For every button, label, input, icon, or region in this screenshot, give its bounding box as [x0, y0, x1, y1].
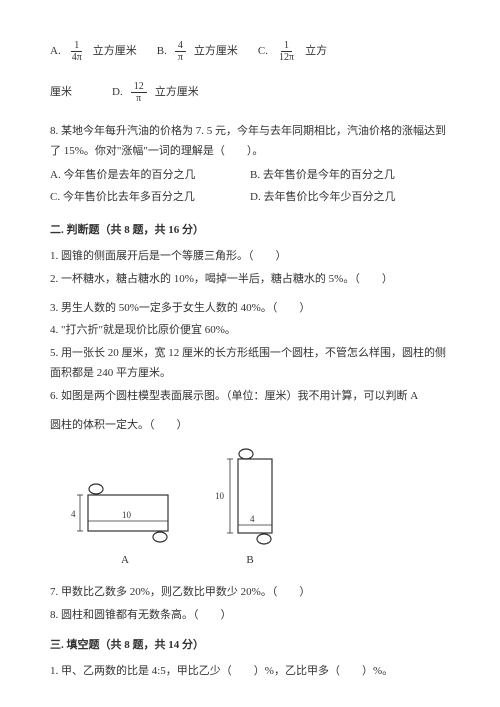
- figure-a-label: A: [121, 551, 129, 571]
- figB-height: 10: [215, 491, 225, 501]
- figure-a: 10 4 A: [70, 477, 180, 571]
- q7-opt-d-frac: 12 π: [131, 81, 147, 104]
- frac-num: 1: [71, 40, 82, 52]
- s2-q1: 1. 圆锥的侧面展开后是一个等腰三角形。（ ）: [50, 247, 450, 267]
- q7-options-row2: 厘米 D. 12 π 立方厘米: [50, 81, 450, 104]
- s2-q3: 3. 男生人数的 50%一定多于女生人数的 40%。（ ）: [50, 299, 450, 319]
- s3-q1: 1. 甲、乙两数的比是 4:5，甲比乙少（ ）%，乙比甲多（ ）%。: [50, 662, 450, 682]
- figA-height: 4: [71, 509, 76, 519]
- frac-num: 4: [175, 40, 186, 52]
- figB-width: 4: [250, 514, 255, 524]
- figure-b-svg: 10 4: [210, 447, 290, 547]
- q7-opt-d-label: D.: [112, 83, 123, 103]
- q7-line2-prefix: 厘米: [50, 83, 72, 103]
- q8-opt-b: B. 去年售价是今年的百分之几: [250, 166, 450, 186]
- q7-options-row1: A. 1 4π 立方厘米 B. 4 π 立方厘米 C. 1 12π 立方: [50, 40, 450, 63]
- q7-opt-d-unit: 立方厘米: [155, 83, 199, 103]
- frac-num: 12: [131, 81, 147, 93]
- figA-width: 10: [122, 510, 132, 520]
- q7-opt-b-label: B.: [157, 42, 167, 62]
- figure-area: 10 4 A 10 4 B: [70, 447, 450, 571]
- s2-q4: 4. "打六折"就是现价比原价便宜 60%。: [50, 321, 450, 341]
- section2-title: 二. 判断题（共 8 题，共 16 分）: [50, 221, 450, 241]
- q8-options: A. 今年售价是去年的百分之几 B. 去年售价是今年的百分之几 C. 今年售价比…: [50, 166, 450, 212]
- s2-q8: 8. 圆柱和圆锥都有无数条高。（ ）: [50, 606, 450, 626]
- s2-q5: 5. 用一张长 20 厘米，宽 12 厘米的长方形纸围一个圆柱，不管怎么样围，圆…: [50, 344, 450, 384]
- q8-opt-d: D. 去年售价比今年少百分之几: [250, 188, 450, 208]
- q7-opt-c-frac: 1 12π: [276, 40, 297, 63]
- q7-opt-b-frac: 4 π: [175, 40, 186, 63]
- s2-q6: 6. 如图是两个圆柱模型表面展示图。（单位：厘米）我不用计算，可以判断 A: [50, 387, 450, 407]
- figure-b: 10 4 B: [210, 447, 290, 571]
- frac-num: 1: [281, 40, 292, 52]
- s2-q7: 7. 甲数比乙数多 20%，则乙数比甲数少 20%。（ ）: [50, 583, 450, 603]
- q7-opt-c-unit: 立方: [305, 42, 327, 62]
- frac-den: 12π: [276, 52, 297, 63]
- q7-opt-c-label: C.: [258, 42, 268, 62]
- figure-a-svg: 10 4: [70, 477, 180, 547]
- q7-opt-b-unit: 立方厘米: [194, 42, 238, 62]
- frac-den: π: [133, 93, 144, 104]
- q7-opt-a-unit: 立方厘米: [93, 42, 137, 62]
- s2-q6-cont: 圆柱的体积一定大。（ ）: [50, 416, 450, 436]
- frac-den: 4π: [69, 52, 85, 63]
- q8-text: 8. 某地今年每升汽油的价格为 7. 5 元，今年与去年同期相比，汽油价格的涨幅…: [50, 122, 450, 162]
- figure-b-label: B: [246, 551, 253, 571]
- q7-opt-a-label: A.: [50, 42, 61, 62]
- frac-den: π: [175, 52, 186, 63]
- q8-opt-a: A. 今年售价是去年的百分之几: [50, 166, 250, 186]
- q7-opt-a-frac: 1 4π: [69, 40, 85, 63]
- s2-q2: 2. 一杯糖水，糖占糖水的 10%，喝掉一半后，糖占糖水的 5%。（ ）: [50, 270, 450, 290]
- section3-title: 三. 填空题（共 8 题，共 14 分）: [50, 636, 450, 656]
- q8-opt-c: C. 今年售价比去年多百分之几: [50, 188, 250, 208]
